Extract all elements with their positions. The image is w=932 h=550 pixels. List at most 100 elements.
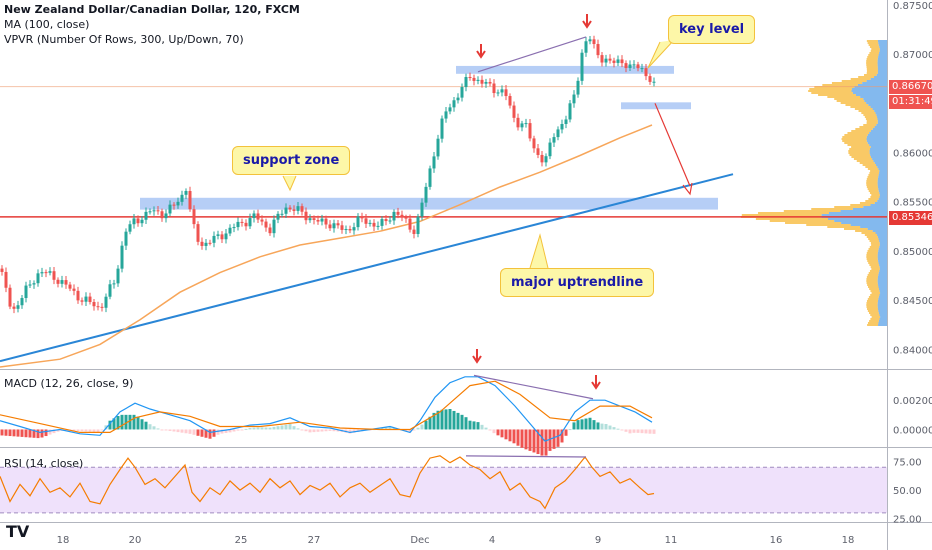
macd-histogram-bar (228, 429, 232, 433)
candle-body (108, 284, 112, 297)
macd-histogram-bar (276, 426, 280, 430)
volume-profile-bar-up (877, 200, 887, 202)
volume-profile-bar-up (877, 278, 887, 280)
candle-body (476, 79, 480, 81)
candle-body (276, 213, 280, 220)
candle-body (500, 89, 504, 93)
candle-body (244, 222, 248, 227)
candle-body (172, 204, 176, 206)
macd-histogram-bar (108, 420, 112, 430)
macd-histogram-bar (308, 429, 312, 433)
candle-body (540, 154, 544, 163)
candle-body (280, 213, 284, 215)
volume-profile-bar-down (866, 58, 878, 60)
candle-body (4, 271, 8, 288)
candle-body (480, 79, 484, 84)
macd-histogram-bar (44, 429, 48, 437)
volume-profile-bar-up (879, 192, 887, 194)
volume-profile-bar-down (866, 122, 878, 124)
candle-body (92, 302, 96, 307)
candle-body (8, 287, 12, 307)
macd-histogram-bar (480, 424, 484, 430)
candle-body (444, 111, 448, 119)
volume-profile-bar-down (871, 194, 880, 196)
volume-profile-bar-up (877, 280, 887, 282)
volume-profile-bar-up (877, 118, 887, 120)
candle-body (592, 39, 596, 45)
macd-histogram-bar (472, 421, 476, 430)
volume-profile-bar-down (861, 112, 876, 114)
macd-histogram-bar (584, 418, 588, 430)
macd-histogram-bar (12, 429, 16, 437)
volume-profile-bar-up (857, 84, 887, 86)
volume-profile-bar-up (880, 292, 887, 294)
volume-profile-bar-up (867, 142, 887, 144)
volume-profile-bar-up (879, 194, 887, 196)
candle-body (44, 272, 48, 274)
macd-histogram-bar (556, 429, 560, 447)
candle-body (584, 41, 588, 53)
macd-histogram-bar (588, 417, 592, 430)
volume-profile-bar-down (848, 152, 870, 154)
candle-body (636, 64, 640, 69)
candle-body (20, 298, 24, 306)
macd-histogram-bar (384, 427, 388, 430)
candle-body (188, 191, 192, 210)
candle-body (68, 284, 72, 289)
macd-histogram-bar (412, 429, 416, 431)
macd-histogram-bar (208, 429, 212, 439)
macd-histogram-bar (92, 429, 96, 432)
candle-body (204, 242, 208, 246)
time-axis-tick: 9 (595, 535, 601, 546)
macd-histogram-bar (428, 416, 432, 430)
macd-histogram-bar (596, 422, 600, 430)
volume-profile-bar-down (866, 256, 878, 258)
ma-100-line (0, 124, 653, 368)
macd-histogram-bar (332, 429, 336, 432)
time-axis-tick: 16 (770, 535, 783, 546)
macd-axis-tick: 0.00200 (893, 396, 932, 407)
candle-body (456, 97, 460, 101)
candle-body (572, 94, 576, 104)
macd-histogram-bar (324, 429, 328, 432)
volume-profile-bar-down (866, 282, 878, 284)
divergence-line-macd (473, 374, 594, 400)
volume-profile-bar-up (870, 78, 887, 80)
macd-histogram-bar (464, 417, 468, 430)
volume-profile-bar-down (868, 286, 879, 288)
volume-profile-bar-down (868, 174, 879, 176)
volume-profile-bar-down (842, 140, 867, 142)
volume-profile-bar-up (863, 98, 887, 100)
volume-profile-bar-up (878, 308, 887, 310)
support-zone-callout: support zone (232, 146, 351, 175)
volume-profile-bar-up (862, 82, 887, 84)
candle-body (368, 222, 372, 224)
candle-body (448, 107, 452, 112)
volume-profile-bar-up (866, 136, 887, 138)
volume-profile-bar-up (876, 124, 887, 126)
volume-profile-bar-down (869, 270, 880, 272)
volume-profile-bar-down (866, 258, 878, 260)
volume-profile-bar-down (864, 116, 878, 118)
volume-profile-bar-up (877, 178, 887, 180)
macd-histogram-bar (224, 429, 228, 433)
candle-body (364, 218, 368, 224)
candle-body (396, 211, 400, 215)
volume-profile-bar-down (851, 156, 871, 158)
macd-histogram-bar (136, 416, 140, 430)
macd-histogram-bar (272, 426, 276, 430)
macd-histogram-bar (524, 429, 528, 450)
volume-profile-bar-up (878, 176, 887, 178)
volume-profile-bar-down (808, 90, 852, 92)
volume-profile-bar-up (877, 72, 887, 74)
volume-profile-bar-down (866, 40, 878, 42)
candle-body (528, 123, 532, 139)
volume-profile-bar-up (874, 110, 887, 112)
candle-body (580, 52, 584, 81)
volume-profile-bar-up (879, 240, 887, 242)
candle-body (324, 218, 328, 225)
volume-profile-bar-up (869, 132, 887, 134)
macd-histogram-bar (420, 424, 424, 430)
macd-histogram-bar (36, 429, 40, 439)
